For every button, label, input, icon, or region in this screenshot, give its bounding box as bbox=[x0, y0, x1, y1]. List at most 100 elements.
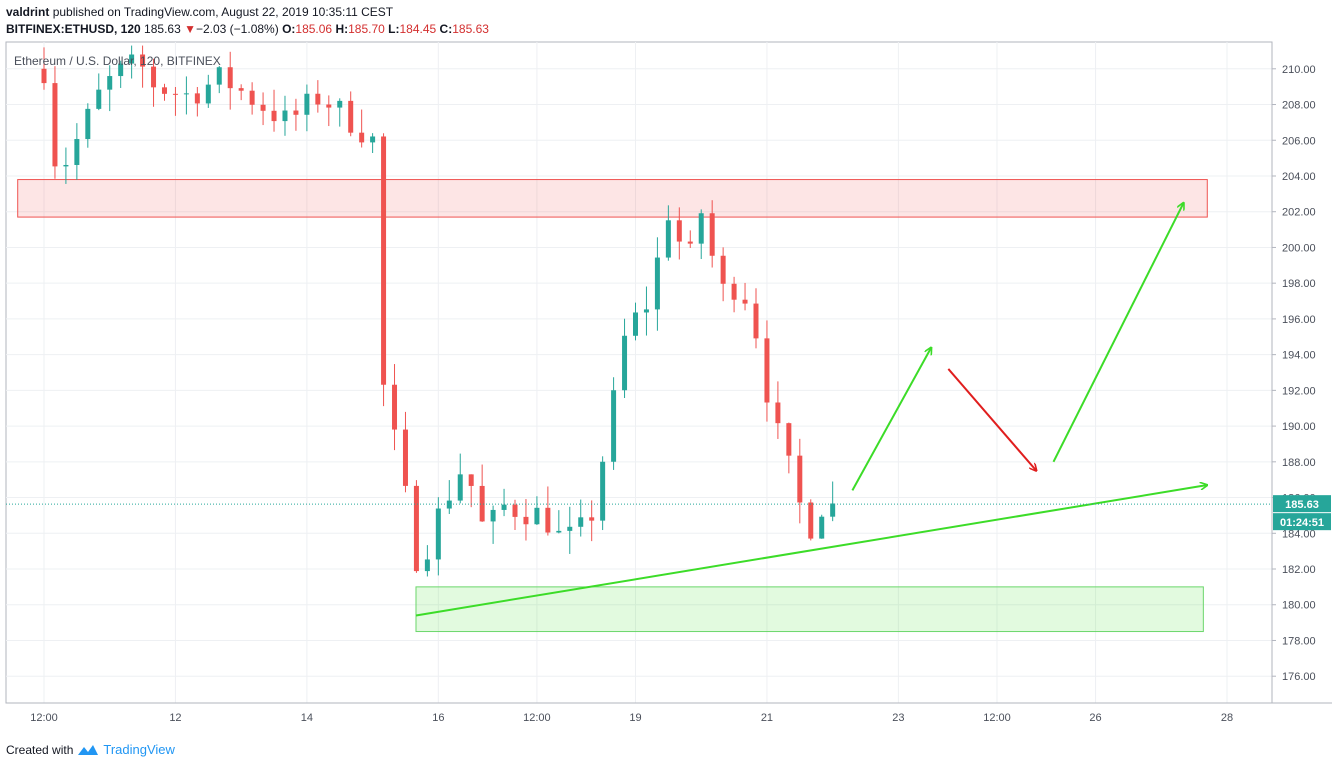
candle-body bbox=[63, 164, 69, 167]
y-tick-label: 208.00 bbox=[1282, 100, 1316, 112]
candle bbox=[74, 123, 80, 180]
candle bbox=[786, 422, 792, 474]
candle bbox=[282, 95, 288, 136]
candle bbox=[216, 65, 222, 94]
support-zone bbox=[415, 586, 1204, 633]
candle-body bbox=[326, 104, 332, 108]
candle bbox=[315, 80, 321, 113]
candle-body bbox=[249, 90, 255, 105]
open-label: O: bbox=[282, 22, 296, 36]
high-value: 185.70 bbox=[348, 22, 385, 36]
candle-body bbox=[140, 54, 146, 67]
candle bbox=[753, 288, 759, 349]
tradingview-brand[interactable]: TradingView bbox=[103, 742, 175, 757]
published-text: published on TradingView.com, August 22,… bbox=[52, 5, 394, 19]
candle bbox=[392, 364, 398, 451]
candle-body bbox=[534, 507, 540, 525]
candle-body bbox=[424, 559, 430, 572]
last-price-text: 185.63 bbox=[144, 22, 181, 36]
candles bbox=[41, 45, 836, 577]
y-tick-label: 202.00 bbox=[1282, 207, 1316, 219]
support-trendline bbox=[415, 485, 1207, 617]
candle bbox=[129, 45, 135, 79]
close-value: 185.63 bbox=[452, 22, 489, 36]
candle bbox=[326, 95, 332, 127]
candle-body bbox=[337, 100, 343, 108]
candle bbox=[118, 60, 124, 88]
candle-body bbox=[567, 526, 573, 531]
candle bbox=[775, 381, 781, 439]
candle bbox=[457, 453, 463, 504]
x-tick-label: 21 bbox=[761, 712, 773, 724]
countdown-label: 01:24:51 bbox=[1280, 517, 1324, 529]
candle-body bbox=[720, 255, 726, 284]
x-tick-label: 28 bbox=[1221, 712, 1233, 724]
candle-body bbox=[457, 474, 463, 501]
candle-body bbox=[260, 104, 266, 111]
candle bbox=[227, 51, 233, 110]
y-tick-label: 192.00 bbox=[1282, 385, 1316, 397]
candle-body bbox=[282, 110, 288, 122]
publish-line: valdrint published on TradingView.com, A… bbox=[6, 4, 489, 21]
candle bbox=[238, 84, 244, 101]
candle bbox=[578, 499, 584, 537]
candle bbox=[205, 74, 211, 108]
low-value: 184.45 bbox=[399, 22, 437, 36]
candle bbox=[468, 474, 474, 508]
x-tick-label: 19 bbox=[629, 712, 641, 724]
candle-body bbox=[381, 136, 387, 385]
x-tick-label: 12:00 bbox=[523, 712, 551, 724]
candle bbox=[479, 464, 485, 522]
candle bbox=[665, 205, 671, 261]
candle-body bbox=[41, 68, 47, 84]
y-tick-label: 182.00 bbox=[1282, 564, 1316, 576]
x-tick-label: 12:00 bbox=[30, 712, 58, 724]
candle-body bbox=[85, 108, 91, 140]
author-name[interactable]: valdrint bbox=[6, 5, 50, 19]
y-tick-label: 184.00 bbox=[1282, 528, 1316, 540]
high-label: H: bbox=[335, 22, 349, 36]
price-chart[interactable]: 176.00178.00180.00182.00184.00186.00188.… bbox=[0, 0, 1332, 738]
candle bbox=[709, 200, 715, 268]
candle bbox=[622, 318, 628, 399]
candle-body bbox=[545, 507, 551, 533]
candle-body bbox=[468, 474, 474, 486]
candle bbox=[643, 286, 649, 336]
candle bbox=[523, 499, 529, 541]
symbol-label: BITFINEX:ETHUSD, 120 bbox=[6, 22, 141, 36]
x-tick-label: 12 bbox=[169, 712, 181, 724]
candle bbox=[249, 82, 255, 115]
candle-body bbox=[808, 502, 814, 539]
candle bbox=[742, 282, 748, 311]
candle bbox=[435, 497, 441, 576]
candle bbox=[63, 147, 69, 184]
candle-body bbox=[797, 455, 803, 503]
candle-body bbox=[698, 213, 704, 244]
candle-body bbox=[501, 504, 507, 510]
candle-body bbox=[731, 283, 737, 300]
candle-body bbox=[271, 110, 277, 122]
candle-body bbox=[151, 66, 157, 88]
y-tick-label: 200.00 bbox=[1282, 242, 1316, 254]
footer: Created with TradingView bbox=[6, 742, 175, 757]
candle-body bbox=[490, 509, 496, 522]
candle bbox=[687, 230, 693, 248]
plot-area bbox=[5, 41, 1273, 704]
candle bbox=[567, 506, 573, 554]
candle-body bbox=[622, 335, 628, 391]
candle bbox=[512, 499, 518, 530]
countdown-badge bbox=[1273, 513, 1331, 531]
candle-body bbox=[107, 76, 113, 90]
candle bbox=[260, 92, 266, 126]
candle bbox=[85, 103, 91, 148]
candle bbox=[424, 545, 430, 577]
candle-body bbox=[74, 139, 80, 165]
candle bbox=[720, 247, 726, 302]
candle bbox=[490, 505, 496, 544]
x-tick-label: 14 bbox=[301, 712, 313, 724]
candle bbox=[151, 58, 157, 107]
candle bbox=[556, 510, 562, 534]
candle-body bbox=[753, 303, 759, 339]
grid-lines bbox=[6, 42, 1272, 703]
candle-body bbox=[654, 257, 660, 310]
